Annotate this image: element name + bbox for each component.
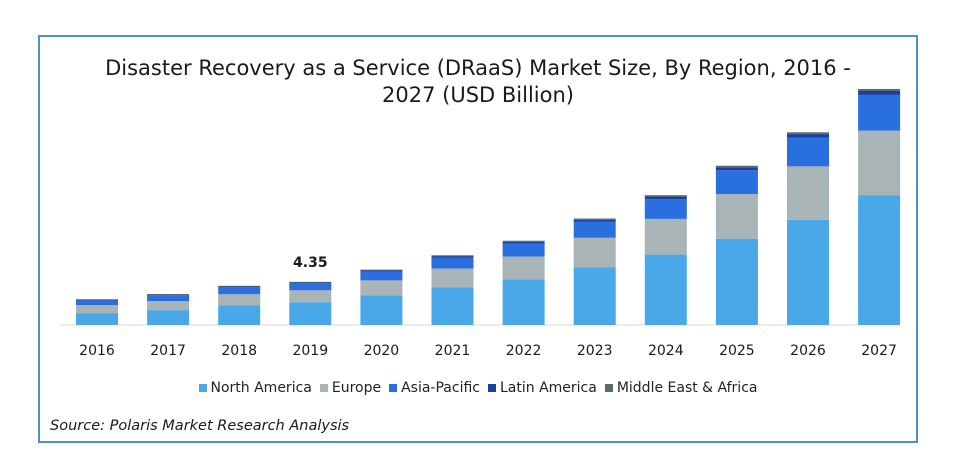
bar-segment-2017-europe [147, 301, 190, 311]
bar-segment-2017-north-america [147, 310, 190, 325]
x-tick-label-2022: 2022 [506, 343, 542, 359]
legend-swatch-north-america [198, 384, 207, 392]
bar-segment-2021-north-america [431, 287, 474, 325]
source-note: Source: Polaris Market Research Analysis [50, 418, 350, 434]
bar-segment-2027-asia-pacific [858, 94, 901, 131]
bar-segment-2018-asia-pacific [218, 287, 261, 295]
legend-item-asia-pacific: Asia-Pacific [389, 380, 480, 396]
bar-segment-2023-middle-east-africa [573, 218, 616, 220]
bar-segment-2022-middle-east-africa [502, 240, 545, 242]
chart-title-line-2: 2027 (USD Billion) [382, 83, 574, 107]
bar-segment-2026-north-america [787, 219, 829, 325]
x-tick-label-2026: 2026 [790, 343, 826, 359]
bar-segment-2026-middle-east-africa [787, 132, 829, 135]
chart-title: Disaster Recovery as a Service (DRaaS) M… [40, 55, 916, 109]
chart-legend: North America Europe Asia-Pacific Latin Ame… [40, 380, 916, 396]
legend-label-north-america: North America [210, 380, 312, 396]
bar-segment-2020-latin-america [360, 270, 403, 272]
bar-segment-2025-latin-america [715, 167, 758, 171]
bar-segment-2024-middle-east-africa [644, 195, 687, 197]
x-tick-label-2020: 2020 [364, 343, 400, 359]
bar-segment-2023-north-america [573, 267, 616, 325]
legend-label-asia-pacific: Asia-Pacific [401, 380, 480, 396]
bar-segment-2025-middle-east-africa [715, 165, 758, 168]
bar-segment-2021-europe [431, 268, 474, 288]
legend-item-north-america: North America [198, 380, 312, 396]
bar-segment-2020-middle-east-africa [360, 269, 403, 271]
bar-segment-2017-middle-east-africa [147, 294, 190, 295]
bar-segment-2018-north-america [218, 305, 261, 325]
bar-segment-2025-asia-pacific [715, 170, 758, 195]
chart-plot: 2016 2017 2018 2019 4.35 2020 2021 2022 2023 2024… [60, 88, 901, 359]
bar-segment-2021-asia-pacific [431, 257, 474, 269]
x-tick-label-2019: 2019 [292, 343, 328, 359]
bar-segment-2027-latin-america [858, 90, 901, 95]
chart-title-line-1: Disaster Recovery as a Service (DRaaS) M… [105, 56, 851, 80]
bar-segment-2024-north-america [644, 254, 687, 325]
bar-segment-2023-latin-america [573, 219, 616, 222]
legend-label-europe: Europe [331, 380, 382, 396]
x-tick-label-2017: 2017 [150, 343, 186, 359]
x-tick-label-2023: 2023 [577, 343, 613, 359]
legend-swatch-middle-east-africa [604, 384, 613, 392]
bar-segment-2023-europe [573, 237, 616, 268]
bar-segment-2016-asia-pacific [76, 300, 118, 306]
bar-segment-2021-middle-east-africa [431, 255, 474, 257]
bar-segment-2024-europe [644, 218, 687, 255]
x-tick-label-2025: 2025 [719, 343, 755, 359]
bar-segment-2025-north-america [715, 238, 758, 325]
x-tick-label-2021: 2021 [435, 343, 471, 359]
bar-segment-2019-asia-pacific [289, 283, 332, 291]
bar-segment-2018-europe [218, 294, 261, 306]
bar-segment-2027-middle-east-africa [858, 88, 901, 91]
chart-frame: Disaster Recovery as a Service (DRaaS) M… [38, 35, 918, 443]
bar-segment-2022-latin-america [502, 241, 545, 244]
legend-swatch-latin-america [487, 384, 496, 392]
bar-segment-2022-europe [502, 256, 545, 280]
bar-segment-2024-asia-pacific [644, 199, 687, 219]
data-label-2019: 4.35 [293, 255, 328, 271]
bar-segment-2022-asia-pacific [502, 243, 545, 257]
x-tick-label-2018: 2018 [221, 343, 257, 359]
legend-swatch-asia-pacific [389, 384, 398, 392]
bar-segment-2020-europe [360, 280, 403, 296]
bar-segment-2025-europe [715, 194, 758, 239]
bar-segment-2026-latin-america [787, 134, 829, 138]
x-tick-label-2024: 2024 [648, 343, 684, 359]
bar-segment-2027-europe [858, 130, 901, 196]
bar-segment-2019-europe [289, 290, 332, 303]
bar-segment-2016-north-america [76, 313, 118, 325]
bar-segment-2016-europe [76, 305, 118, 314]
bar-segment-2026-europe [787, 166, 829, 220]
bar-segment-2019-latin-america [289, 282, 332, 284]
legend-label-middle-east-africa: Middle East & Africa [616, 380, 758, 396]
bar-segment-2018-latin-america [218, 286, 261, 288]
legend-label-latin-america: Latin America [499, 380, 597, 396]
bar-segment-2018-middle-east-africa [218, 285, 261, 287]
legend-swatch-europe [319, 384, 328, 392]
bar-segment-2027-north-america [858, 195, 901, 325]
legend-item-latin-america: Latin America [487, 380, 597, 396]
x-tick-label-2016: 2016 [79, 343, 115, 359]
bar-segment-2026-asia-pacific [787, 137, 829, 167]
bar-segment-2023-asia-pacific [573, 221, 616, 238]
bar-segment-2017-asia-pacific [147, 295, 190, 302]
bar-segment-2020-north-america [360, 295, 403, 325]
bar-segment-2019-middle-east-africa [289, 281, 332, 283]
x-tick-label-2027: 2027 [861, 343, 897, 359]
legend-item-middle-east-africa: Middle East & Africa [604, 380, 758, 396]
bar-segment-2019-north-america [289, 302, 332, 325]
bar-segment-2024-latin-america [644, 196, 687, 200]
legend-item-europe: Europe [319, 380, 382, 396]
bar-segment-2022-north-america [502, 279, 545, 325]
bar-segment-2021-latin-america [431, 256, 474, 258]
bar-segment-2020-asia-pacific [360, 271, 403, 281]
bar-segment-2016-middle-east-africa [76, 299, 118, 301]
